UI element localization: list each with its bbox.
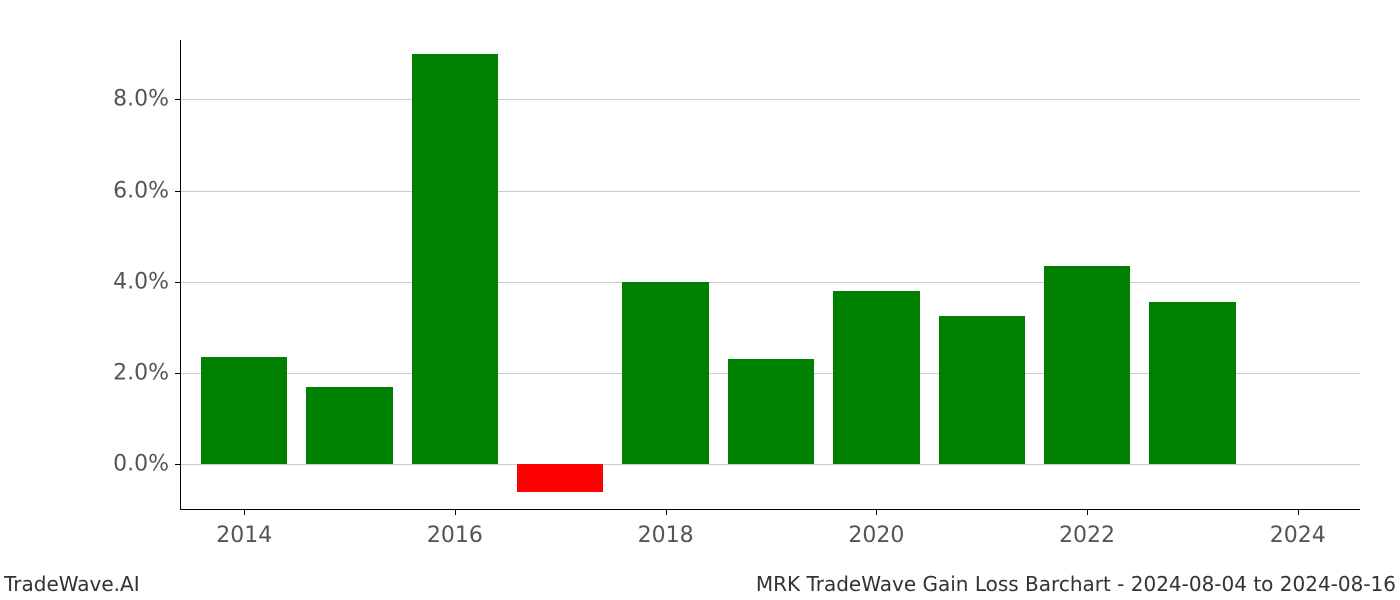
gridline	[181, 464, 1360, 465]
plot-area: 0.0%2.0%4.0%6.0%8.0%20142016201820202022…	[180, 40, 1360, 510]
bar	[306, 387, 392, 465]
ytick-label: 0.0%	[113, 452, 181, 477]
bar	[622, 282, 708, 465]
bar	[939, 316, 1025, 464]
ytick-label: 2.0%	[113, 361, 181, 386]
bar	[1044, 266, 1130, 464]
ytick-label: 6.0%	[113, 178, 181, 203]
footer-right-text: MRK TradeWave Gain Loss Barchart - 2024-…	[756, 572, 1396, 596]
xtick-label: 2014	[216, 509, 272, 548]
bar	[1149, 302, 1235, 464]
gridline	[181, 191, 1360, 192]
bar	[517, 464, 603, 491]
ytick-label: 8.0%	[113, 87, 181, 112]
footer-left-text: TradeWave.AI	[4, 572, 140, 596]
xtick-label: 2022	[1059, 509, 1115, 548]
ytick-label: 4.0%	[113, 269, 181, 294]
bar	[412, 54, 498, 465]
chart-container: 0.0% 2.0% 4.0% 6.0% 8.0% 2014 2016 2018 2020 2022…	[0, 0, 1400, 600]
bar	[728, 359, 814, 464]
bar	[833, 291, 919, 464]
xtick-label: 2020	[848, 509, 904, 548]
bar	[201, 357, 287, 464]
gridline	[181, 282, 1360, 283]
xtick-label: 2016	[427, 509, 483, 548]
gridline	[181, 99, 1360, 100]
xtick-label: 2018	[638, 509, 694, 548]
xtick-label: 2024	[1270, 509, 1326, 548]
